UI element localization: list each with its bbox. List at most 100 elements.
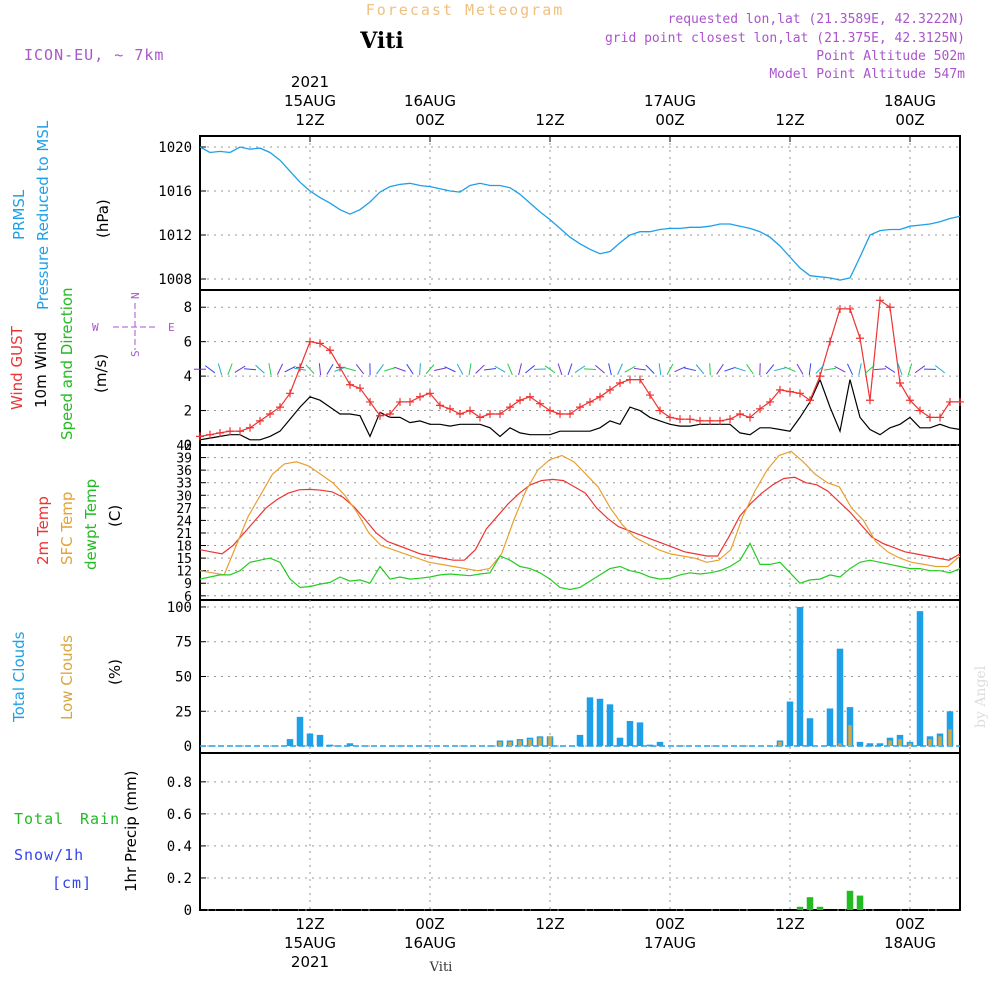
- gust-marker: [826, 337, 834, 346]
- gust-marker: [506, 403, 514, 412]
- total-cloud-bar: [296, 716, 304, 747]
- wind-direction-arrow: [456, 363, 464, 375]
- wind-direction-arrow: [873, 368, 887, 371]
- rain-bar: [856, 895, 864, 910]
- t2m-line: [199, 476, 961, 561]
- total-cloud-bar: [876, 743, 884, 747]
- time-label-bottom: 16AUG: [404, 934, 456, 952]
- gust-marker: [786, 387, 794, 396]
- panel-wind: 0 2 4 6 8: [184, 289, 961, 454]
- wind-direction-arrow: [507, 363, 513, 375]
- dew-line: [199, 542, 961, 591]
- total-cloud-bar: [786, 701, 794, 747]
- low-cloud-bar: [928, 739, 932, 747]
- prmsl-label: PRMSL: [10, 189, 28, 240]
- wind-direction-arrow: [406, 363, 414, 375]
- credit-label: by Angel: [973, 665, 989, 728]
- wind-direction-arrow: [608, 363, 612, 376]
- gust-marker: [226, 427, 234, 436]
- time-label-top: 15AUG: [284, 92, 336, 110]
- low-cloud-bar: [938, 736, 942, 747]
- y-tick-label: 15: [176, 552, 192, 567]
- gust-marker: [916, 406, 924, 415]
- gust-marker: [816, 372, 824, 381]
- time-label-bottom: 17AUG: [644, 934, 696, 952]
- total-cloud-bar: [806, 718, 814, 747]
- y-tick-label: 25: [175, 704, 192, 720]
- prmsl-desc-label: Pressure Reduced to MSL: [34, 120, 52, 310]
- gust-marker: [336, 363, 344, 372]
- wind-direction-arrow: [834, 365, 846, 373]
- gust-marker: [196, 432, 204, 441]
- gust-marker: [586, 397, 594, 406]
- wind-direction-arrow: [884, 365, 896, 373]
- gust-marker: [766, 397, 774, 406]
- compass-east-label: E: [168, 321, 175, 334]
- wind-direction-arrow: [355, 364, 365, 375]
- total-cloud-bar: [586, 697, 594, 747]
- rain-bar: [806, 897, 814, 910]
- wind-direction-arrow: [734, 366, 746, 372]
- low-cloud-bar: [848, 725, 852, 747]
- gust-marker: [246, 423, 254, 432]
- gust-marker: [696, 416, 704, 425]
- panel-precip: 0 0.2 0.4 0.6 0.8: [167, 752, 961, 919]
- low-cloud-bar: [528, 739, 532, 747]
- compass-south-label: S: [129, 350, 142, 357]
- y-tick-label: 33: [176, 477, 192, 492]
- temp-labels: 2m Temp SFC Temp dewpt Temp (C): [34, 479, 124, 570]
- gust-marker: [436, 401, 444, 410]
- requested-coords: requested lon,lat (21.3589E, 42.3222N): [668, 12, 965, 27]
- wind-direction-arrow: [774, 367, 786, 372]
- gust-marker: [686, 415, 694, 424]
- low-cloud-bar: [498, 741, 502, 747]
- gust-marker: [526, 392, 534, 401]
- gust-marker: [396, 397, 404, 406]
- gust-marker: [756, 404, 764, 413]
- y-tick-label: 6: [184, 335, 192, 351]
- wind-direction-arrow: [617, 363, 623, 375]
- total-cloud-bar: [606, 704, 614, 747]
- tsfc-label: SFC Temp: [58, 492, 76, 565]
- y-tick-label: 0.2: [167, 871, 192, 887]
- gust-marker: [366, 397, 374, 406]
- pressure-line: [199, 146, 961, 281]
- time-label-bottom: 2021: [291, 953, 329, 971]
- wind-direction-arrow: [384, 366, 396, 372]
- compass-west-label: W: [92, 321, 99, 334]
- low-cloud-bar: [518, 740, 522, 747]
- y-tick-label: 0.4: [167, 839, 192, 855]
- y-tick-label: 1020: [158, 140, 192, 156]
- time-label-bottom: 12Z: [295, 915, 324, 933]
- chart-title: Forecast Meteogram: [366, 1, 565, 19]
- y-tick-label: 75: [175, 635, 192, 651]
- gust-marker: [576, 403, 584, 412]
- time-label-bottom: 00Z: [415, 915, 444, 933]
- wind-direction-arrow: [326, 363, 334, 375]
- time-label-top: 12Z: [535, 111, 564, 129]
- wind-direction-arrow: [468, 363, 472, 376]
- total-cloud-bar: [636, 722, 644, 747]
- wind10m-label: 10m Wind: [32, 332, 50, 408]
- y-tick-label: 36: [176, 464, 192, 479]
- wind-direction-arrow: [294, 367, 306, 371]
- wind-direction-arrow: [318, 363, 322, 376]
- y-tick-label: 0: [184, 739, 192, 755]
- gust-marker: [216, 428, 224, 437]
- total-cloud-bar: [856, 741, 864, 747]
- wind-direction-arrow: [595, 364, 605, 374]
- wind-direction-arrow: [234, 365, 246, 373]
- wind-line: [199, 378, 961, 441]
- time-label-top: 16AUG: [404, 92, 456, 110]
- wind-direction-arrow: [765, 364, 775, 375]
- low-cloud-bar: [838, 743, 842, 747]
- time-label-top: 2021: [291, 73, 329, 91]
- snow-label: Snow/1h: [14, 846, 84, 864]
- gust-marker: [706, 416, 714, 425]
- wind-direction-arrow: [645, 364, 655, 374]
- total-cloud-bar: [326, 744, 334, 747]
- y-tick-label: 24: [176, 514, 192, 529]
- wind-direction-arrow: [344, 367, 356, 372]
